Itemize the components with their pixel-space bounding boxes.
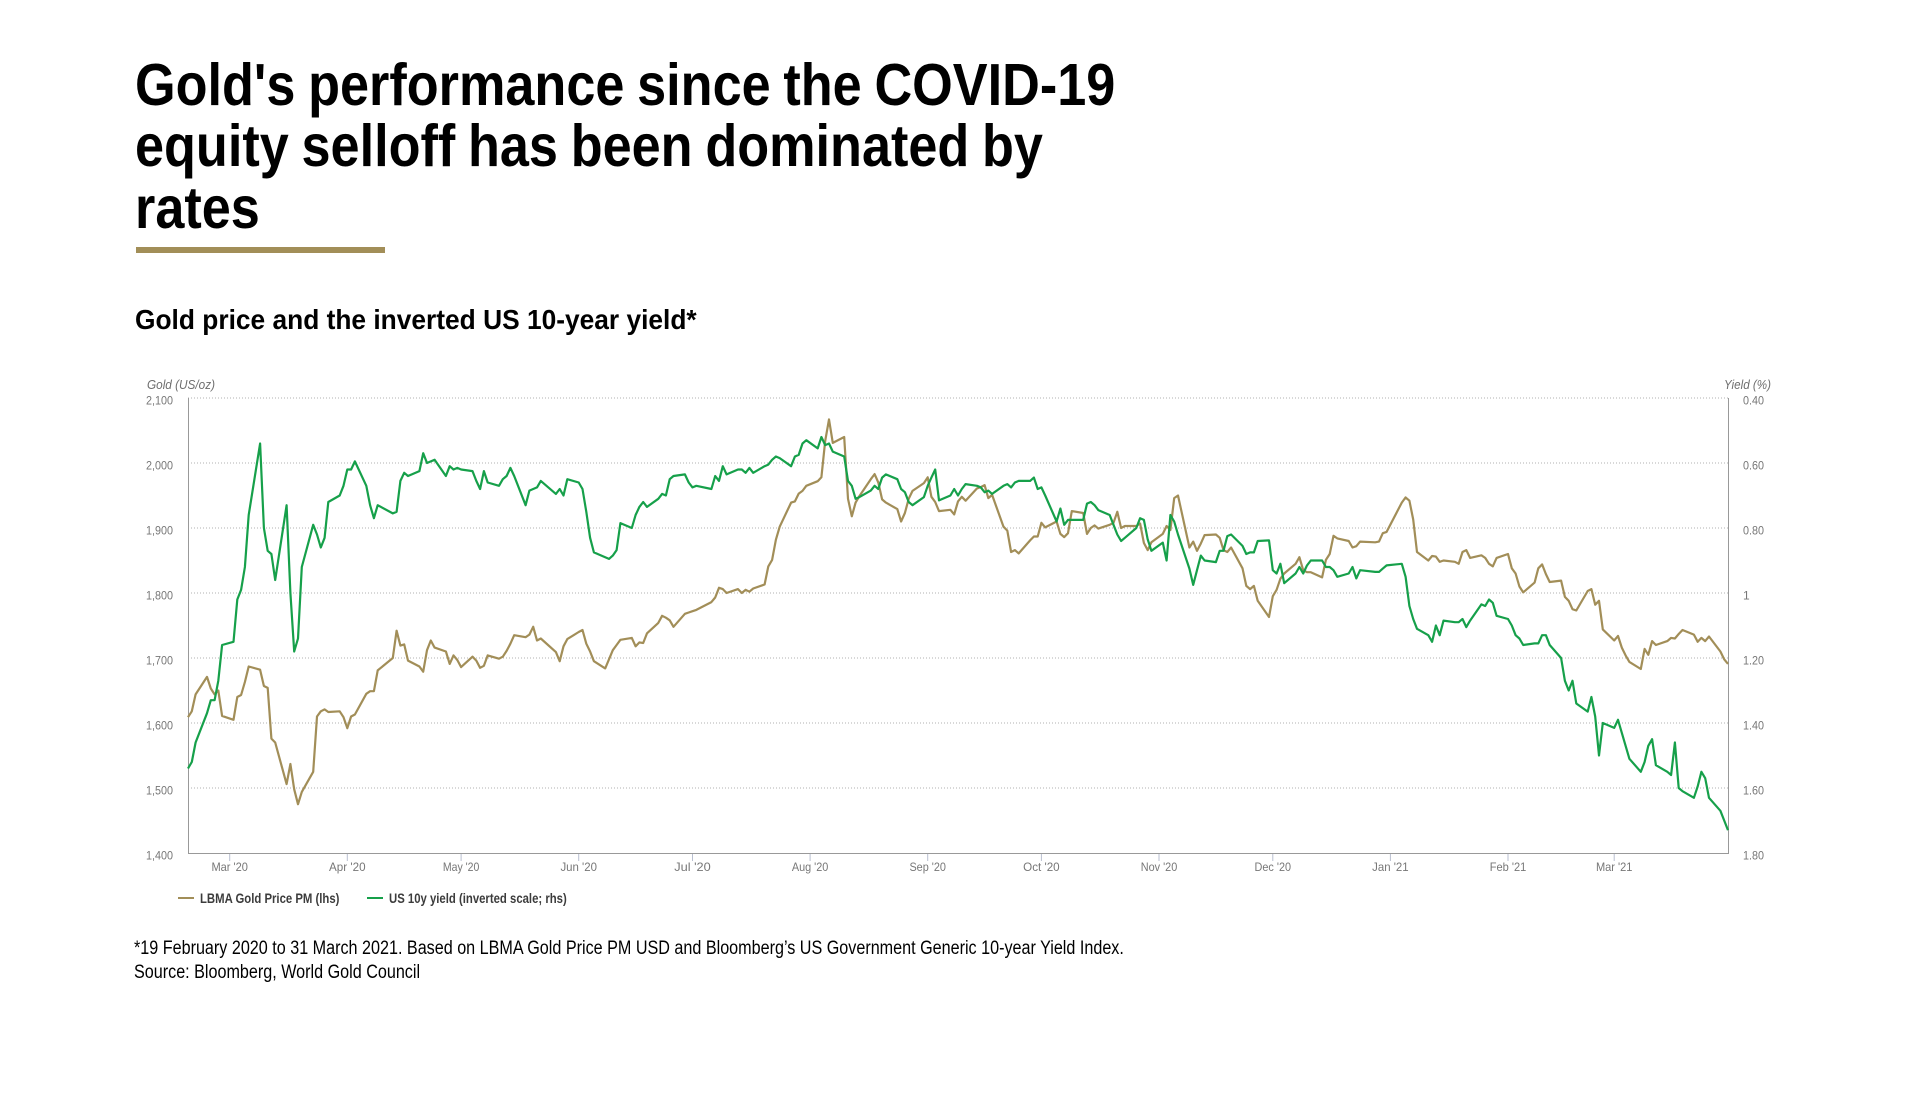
svg-text:2,100: 2,100 — [146, 394, 173, 408]
svg-text:Nov '20: Nov '20 — [1141, 860, 1178, 874]
svg-text:Jun '20: Jun '20 — [560, 860, 597, 874]
svg-text:0.40: 0.40 — [1743, 394, 1764, 408]
svg-text:1,400: 1,400 — [146, 849, 173, 863]
svg-text:Jan '21: Jan '21 — [1372, 860, 1409, 874]
svg-text:1,500: 1,500 — [146, 784, 173, 798]
svg-text:1.60: 1.60 — [1743, 784, 1764, 798]
svg-text:1: 1 — [1743, 589, 1750, 603]
svg-text:Sep '20: Sep '20 — [909, 860, 946, 874]
svg-text:1,800: 1,800 — [146, 589, 173, 603]
svg-text:2,000: 2,000 — [146, 459, 173, 473]
svg-text:Aug '20: Aug '20 — [792, 860, 829, 874]
svg-text:1,700: 1,700 — [146, 654, 173, 668]
svg-text:Yield (%): Yield (%) — [1724, 378, 1771, 392]
svg-text:Mar '21: Mar '21 — [1596, 860, 1633, 874]
svg-text:Dec '20: Dec '20 — [1255, 860, 1292, 874]
svg-text:Jul '20: Jul '20 — [674, 860, 711, 874]
svg-text:Apr '20: Apr '20 — [329, 860, 366, 874]
svg-text:Feb '21: Feb '21 — [1490, 860, 1527, 874]
svg-text:May '20: May '20 — [443, 860, 480, 874]
svg-text:Mar '20: Mar '20 — [211, 860, 248, 874]
svg-text:1.80: 1.80 — [1743, 849, 1764, 863]
svg-text:1.20: 1.20 — [1743, 654, 1764, 668]
svg-text:1,900: 1,900 — [146, 524, 173, 538]
svg-text:1.40: 1.40 — [1743, 719, 1764, 733]
svg-text:1,600: 1,600 — [146, 719, 173, 733]
svg-text:Oct '20: Oct '20 — [1023, 860, 1060, 874]
svg-text:0.80: 0.80 — [1743, 524, 1764, 538]
svg-text:Gold (US/oz): Gold (US/oz) — [147, 378, 215, 392]
svg-text:0.60: 0.60 — [1743, 459, 1764, 473]
